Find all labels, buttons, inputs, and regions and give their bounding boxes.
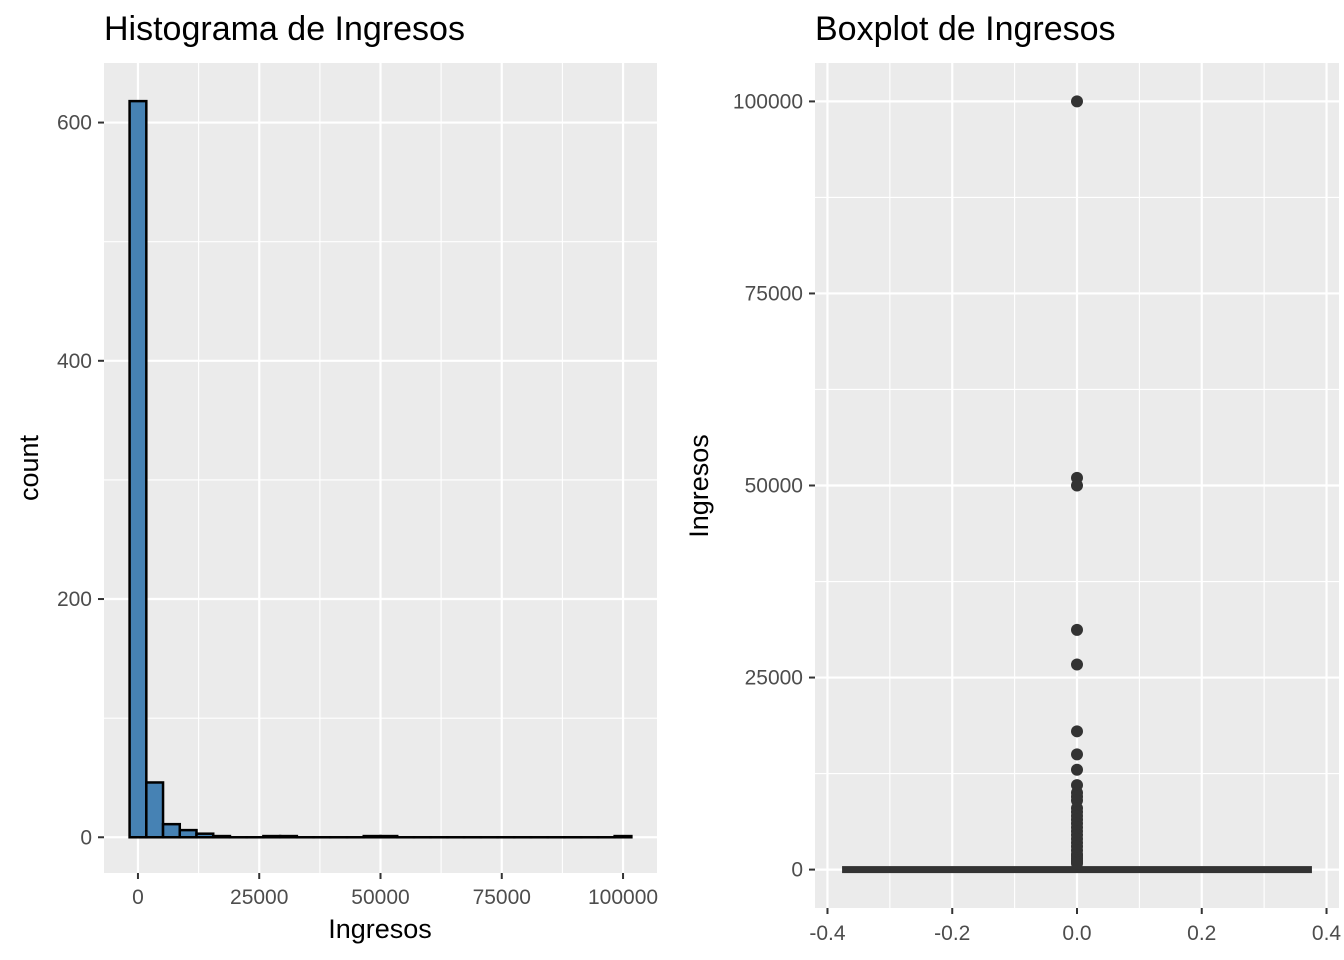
histogram-y-axis: 0 200 400 600 bbox=[57, 112, 104, 849]
boxplot-x-axis: -0.4 -0.2 0.0 0.2 0.4 bbox=[809, 908, 1341, 945]
histogram-bar bbox=[211, 834, 232, 839]
boxplot-outlier-point bbox=[1071, 623, 1083, 636]
histogram-bar bbox=[128, 99, 148, 839]
boxplot-outlier-point bbox=[1071, 658, 1083, 671]
histogram-bar bbox=[278, 834, 299, 839]
histogram-bar bbox=[362, 834, 382, 839]
histogram-y-axis-title: count bbox=[14, 434, 44, 501]
boxplot-outlier-point bbox=[1071, 748, 1083, 761]
boxplot-y-tick-label: 75000 bbox=[745, 282, 803, 305]
boxplot-outlier-point bbox=[1071, 763, 1083, 776]
boxplot-x-tick-label: 0.4 bbox=[1312, 922, 1342, 945]
boxplot-y-tick-label: 50000 bbox=[745, 475, 803, 498]
histogram-bar bbox=[195, 832, 215, 839]
boxplot-outlier-point bbox=[1071, 95, 1083, 108]
boxplot-outlier-point bbox=[1071, 725, 1083, 738]
histogram-x-tick-label: 100000 bbox=[588, 886, 658, 909]
boxplot-outlier-point bbox=[1071, 479, 1083, 492]
boxplot-title: Boxplot de Ingresos bbox=[815, 10, 1116, 48]
histogram-y-tick-label: 200 bbox=[57, 588, 92, 611]
histogram-x-tick-label: 75000 bbox=[473, 886, 531, 909]
histogram-bars bbox=[128, 99, 633, 839]
histogram-x-axis: 0 25000 50000 75000 100000 bbox=[132, 873, 658, 909]
histogram-y-tick-label: 0 bbox=[80, 826, 92, 849]
boxplot-x-tick-label: 0.0 bbox=[1062, 922, 1091, 945]
histogram-x-tick-label: 25000 bbox=[230, 886, 288, 909]
boxplot-x-tick-label: -0.4 bbox=[809, 922, 846, 945]
boxplot-outliers bbox=[1071, 95, 1083, 870]
histogram-title: Histograma de Ingresos bbox=[104, 10, 465, 48]
boxplot-x-tick-label: -0.2 bbox=[934, 922, 970, 945]
boxplot-y-tick-label: 25000 bbox=[745, 667, 803, 690]
boxplot-y-tick-label: 100000 bbox=[733, 90, 803, 113]
histogram-y-tick-label: 600 bbox=[57, 112, 92, 135]
histogram-x-tick-label: 50000 bbox=[351, 886, 409, 909]
histogram-bar bbox=[161, 822, 182, 839]
boxplot-y-tick-label: 0 bbox=[791, 859, 803, 882]
histogram-bar bbox=[613, 834, 633, 839]
histogram-bar bbox=[262, 834, 282, 839]
histogram-x-axis-title: Ingresos bbox=[328, 914, 432, 944]
boxplot-outlier-point bbox=[1071, 857, 1083, 870]
histogram-bar bbox=[178, 828, 198, 839]
boxplot-y-axis-title: Ingresos bbox=[684, 434, 714, 538]
boxplot-chart: Boxplot de Ingresos 0 25000 50000 75000 1000… bbox=[684, 10, 1341, 945]
histogram-chart: Histograma de Ingresos 0 200 400 600 0 25000… bbox=[14, 10, 658, 944]
histogram-x-tick-label: 0 bbox=[132, 886, 144, 909]
boxplot-x-tick-label: 0.2 bbox=[1187, 922, 1216, 945]
histogram-y-tick-label: 400 bbox=[57, 350, 92, 373]
boxplot-y-axis: 0 25000 50000 75000 100000 bbox=[733, 90, 815, 882]
histogram-bar bbox=[379, 834, 399, 839]
histogram-bar bbox=[145, 781, 165, 839]
